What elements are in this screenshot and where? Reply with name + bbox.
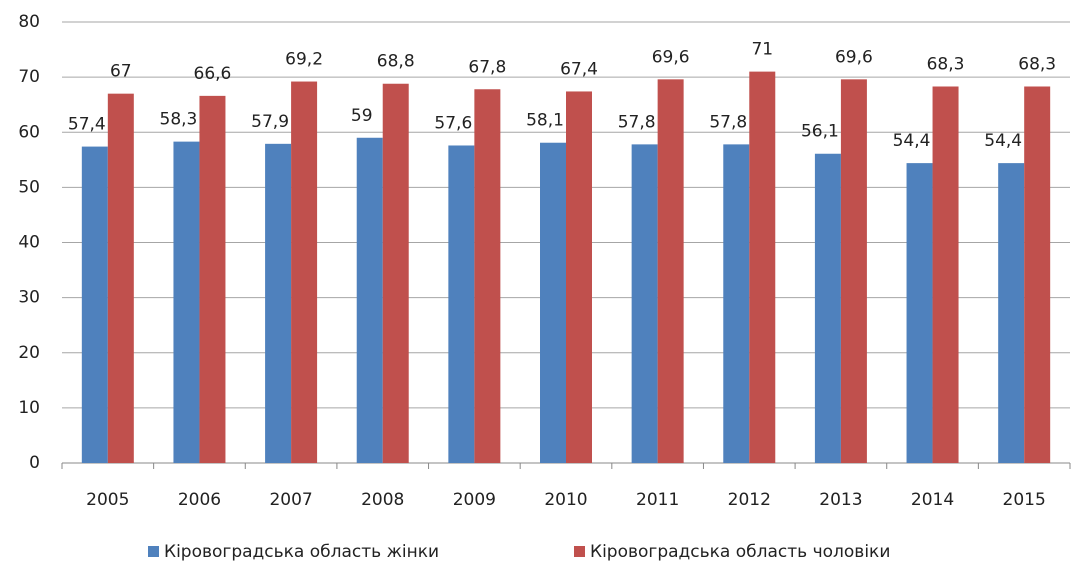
value-label: 54,4 — [893, 131, 931, 151]
value-label: 66,6 — [194, 64, 232, 84]
y-tick-label: 80 — [18, 12, 40, 32]
legend-swatch — [148, 546, 159, 557]
x-tick-label: 2007 — [269, 490, 312, 510]
y-tick-label: 40 — [18, 233, 40, 253]
value-label: 59 — [351, 106, 373, 126]
x-tick-label: 2008 — [361, 490, 404, 510]
value-label: 67 — [110, 62, 132, 82]
value-label: 69,6 — [652, 47, 690, 67]
value-label: 56,1 — [801, 122, 839, 142]
bar — [723, 144, 750, 463]
y-tick-label: 60 — [18, 122, 40, 142]
x-tick-label: 2009 — [453, 490, 496, 510]
value-label: 71 — [751, 40, 773, 60]
bar — [356, 137, 383, 463]
value-label: 68,8 — [377, 52, 415, 72]
x-tick-label: 2015 — [1003, 490, 1046, 510]
bar — [81, 146, 108, 463]
value-label: 54,4 — [984, 131, 1022, 151]
bar — [749, 71, 776, 464]
bar — [540, 142, 566, 463]
value-label: 67,8 — [468, 57, 506, 77]
bar — [448, 145, 475, 464]
bar — [173, 141, 200, 463]
y-tick-label: 70 — [18, 67, 40, 87]
x-tick-label: 2014 — [911, 490, 954, 510]
value-label: 68,3 — [927, 54, 965, 74]
bar — [199, 95, 226, 464]
x-tick-label: 2010 — [544, 490, 587, 510]
bar — [998, 163, 1025, 463]
legend-label: Кіровоградська область чоловіки — [590, 542, 890, 562]
bar — [814, 153, 841, 463]
x-tick-label: 2013 — [819, 490, 862, 510]
y-tick-label: 10 — [18, 398, 40, 418]
bar — [474, 89, 501, 463]
value-label: 57,9 — [251, 112, 289, 132]
x-tick-label: 2012 — [728, 490, 771, 510]
bar — [932, 86, 959, 463]
bar — [382, 83, 409, 464]
bar — [265, 143, 292, 464]
bar — [291, 81, 318, 463]
bar — [566, 91, 592, 464]
value-label: 68,3 — [1018, 54, 1056, 74]
value-label: 69,2 — [285, 50, 323, 70]
value-label: 57,4 — [68, 115, 106, 135]
y-tick-label: 50 — [18, 177, 40, 197]
bar — [906, 163, 933, 463]
y-tick-label: 30 — [18, 288, 40, 308]
value-label: 57,8 — [709, 112, 747, 132]
bar — [1024, 86, 1051, 463]
legend-swatch — [574, 546, 585, 557]
y-tick-label: 20 — [18, 343, 40, 363]
bar — [840, 79, 867, 463]
value-label: 57,8 — [618, 112, 656, 132]
x-tick-label: 2005 — [86, 490, 129, 510]
value-label: 58,3 — [160, 110, 198, 130]
y-tick-label: 0 — [29, 453, 40, 473]
bar — [107, 93, 134, 463]
value-label: 67,4 — [560, 59, 598, 79]
bar — [631, 144, 658, 463]
value-label: 57,6 — [434, 113, 472, 133]
value-label: 69,6 — [835, 47, 873, 67]
x-tick-label: 2011 — [636, 490, 679, 510]
value-label: 58,1 — [526, 111, 564, 131]
x-tick-label: 2006 — [178, 490, 221, 510]
bar — [657, 79, 684, 463]
legend-label: Кіровоградська область жінки — [164, 542, 439, 562]
